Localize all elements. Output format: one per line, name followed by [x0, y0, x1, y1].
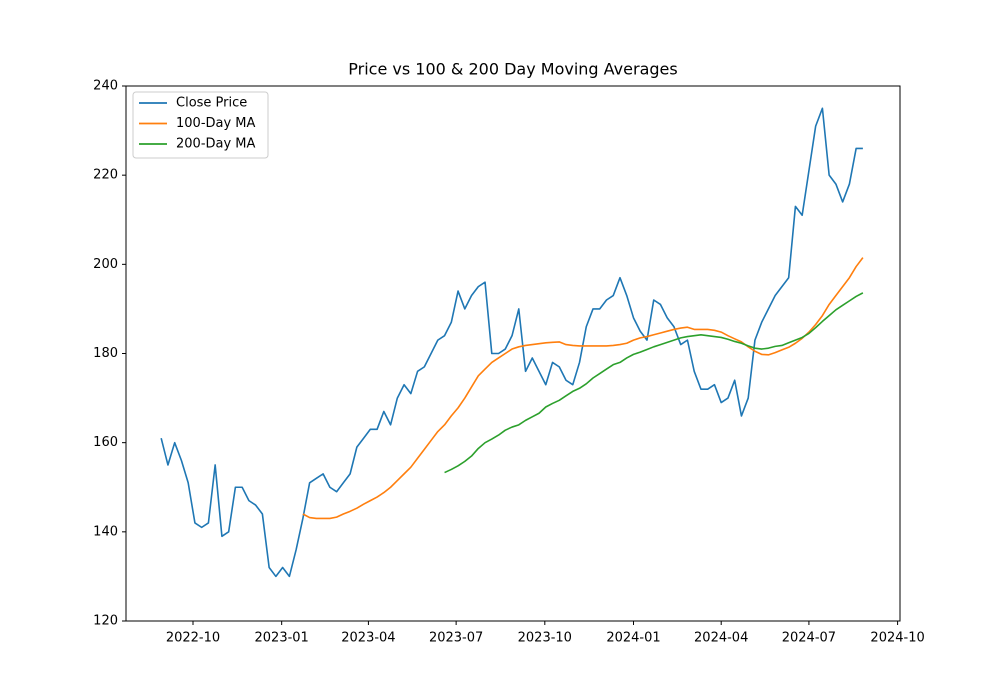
y-tick-label: 140 — [93, 524, 118, 539]
y-tick-label: 220 — [93, 168, 118, 183]
x-tick-label: 2024-10 — [870, 631, 924, 646]
legend-label: 100-Day MA — [176, 116, 256, 131]
x-tick-label: 2023-10 — [518, 631, 572, 646]
series-line — [160, 107, 863, 578]
y-tick-label: 160 — [93, 435, 118, 450]
y-tick-label: 120 — [93, 614, 118, 629]
x-tick-label: 2024-04 — [694, 631, 748, 646]
x-tick-label: 2023-01 — [255, 631, 309, 646]
y-tick-label: 240 — [93, 79, 118, 94]
series-line — [302, 257, 864, 520]
y-tick-label: 200 — [93, 257, 118, 272]
y-tick-label: 180 — [93, 346, 118, 361]
legend: Close Price 100-Day MA 200-Day MA — [132, 91, 269, 159]
legend-box — [132, 91, 269, 159]
series-line — [444, 292, 864, 474]
x-tick-label: 2022-10 — [166, 631, 220, 646]
legend-label: Close Price — [176, 96, 247, 111]
plot-frame — [125, 85, 901, 622]
x-tick-label: 2024-01 — [606, 631, 660, 646]
chart-title: Price vs 100 & 200 Day Moving Averages — [348, 60, 677, 79]
x-tick-label: 2023-07 — [429, 631, 483, 646]
x-tick-label: 2024-07 — [782, 631, 836, 646]
x-tick-label: 2023-04 — [341, 631, 395, 646]
legend-label: 200-Day MA — [176, 137, 256, 152]
